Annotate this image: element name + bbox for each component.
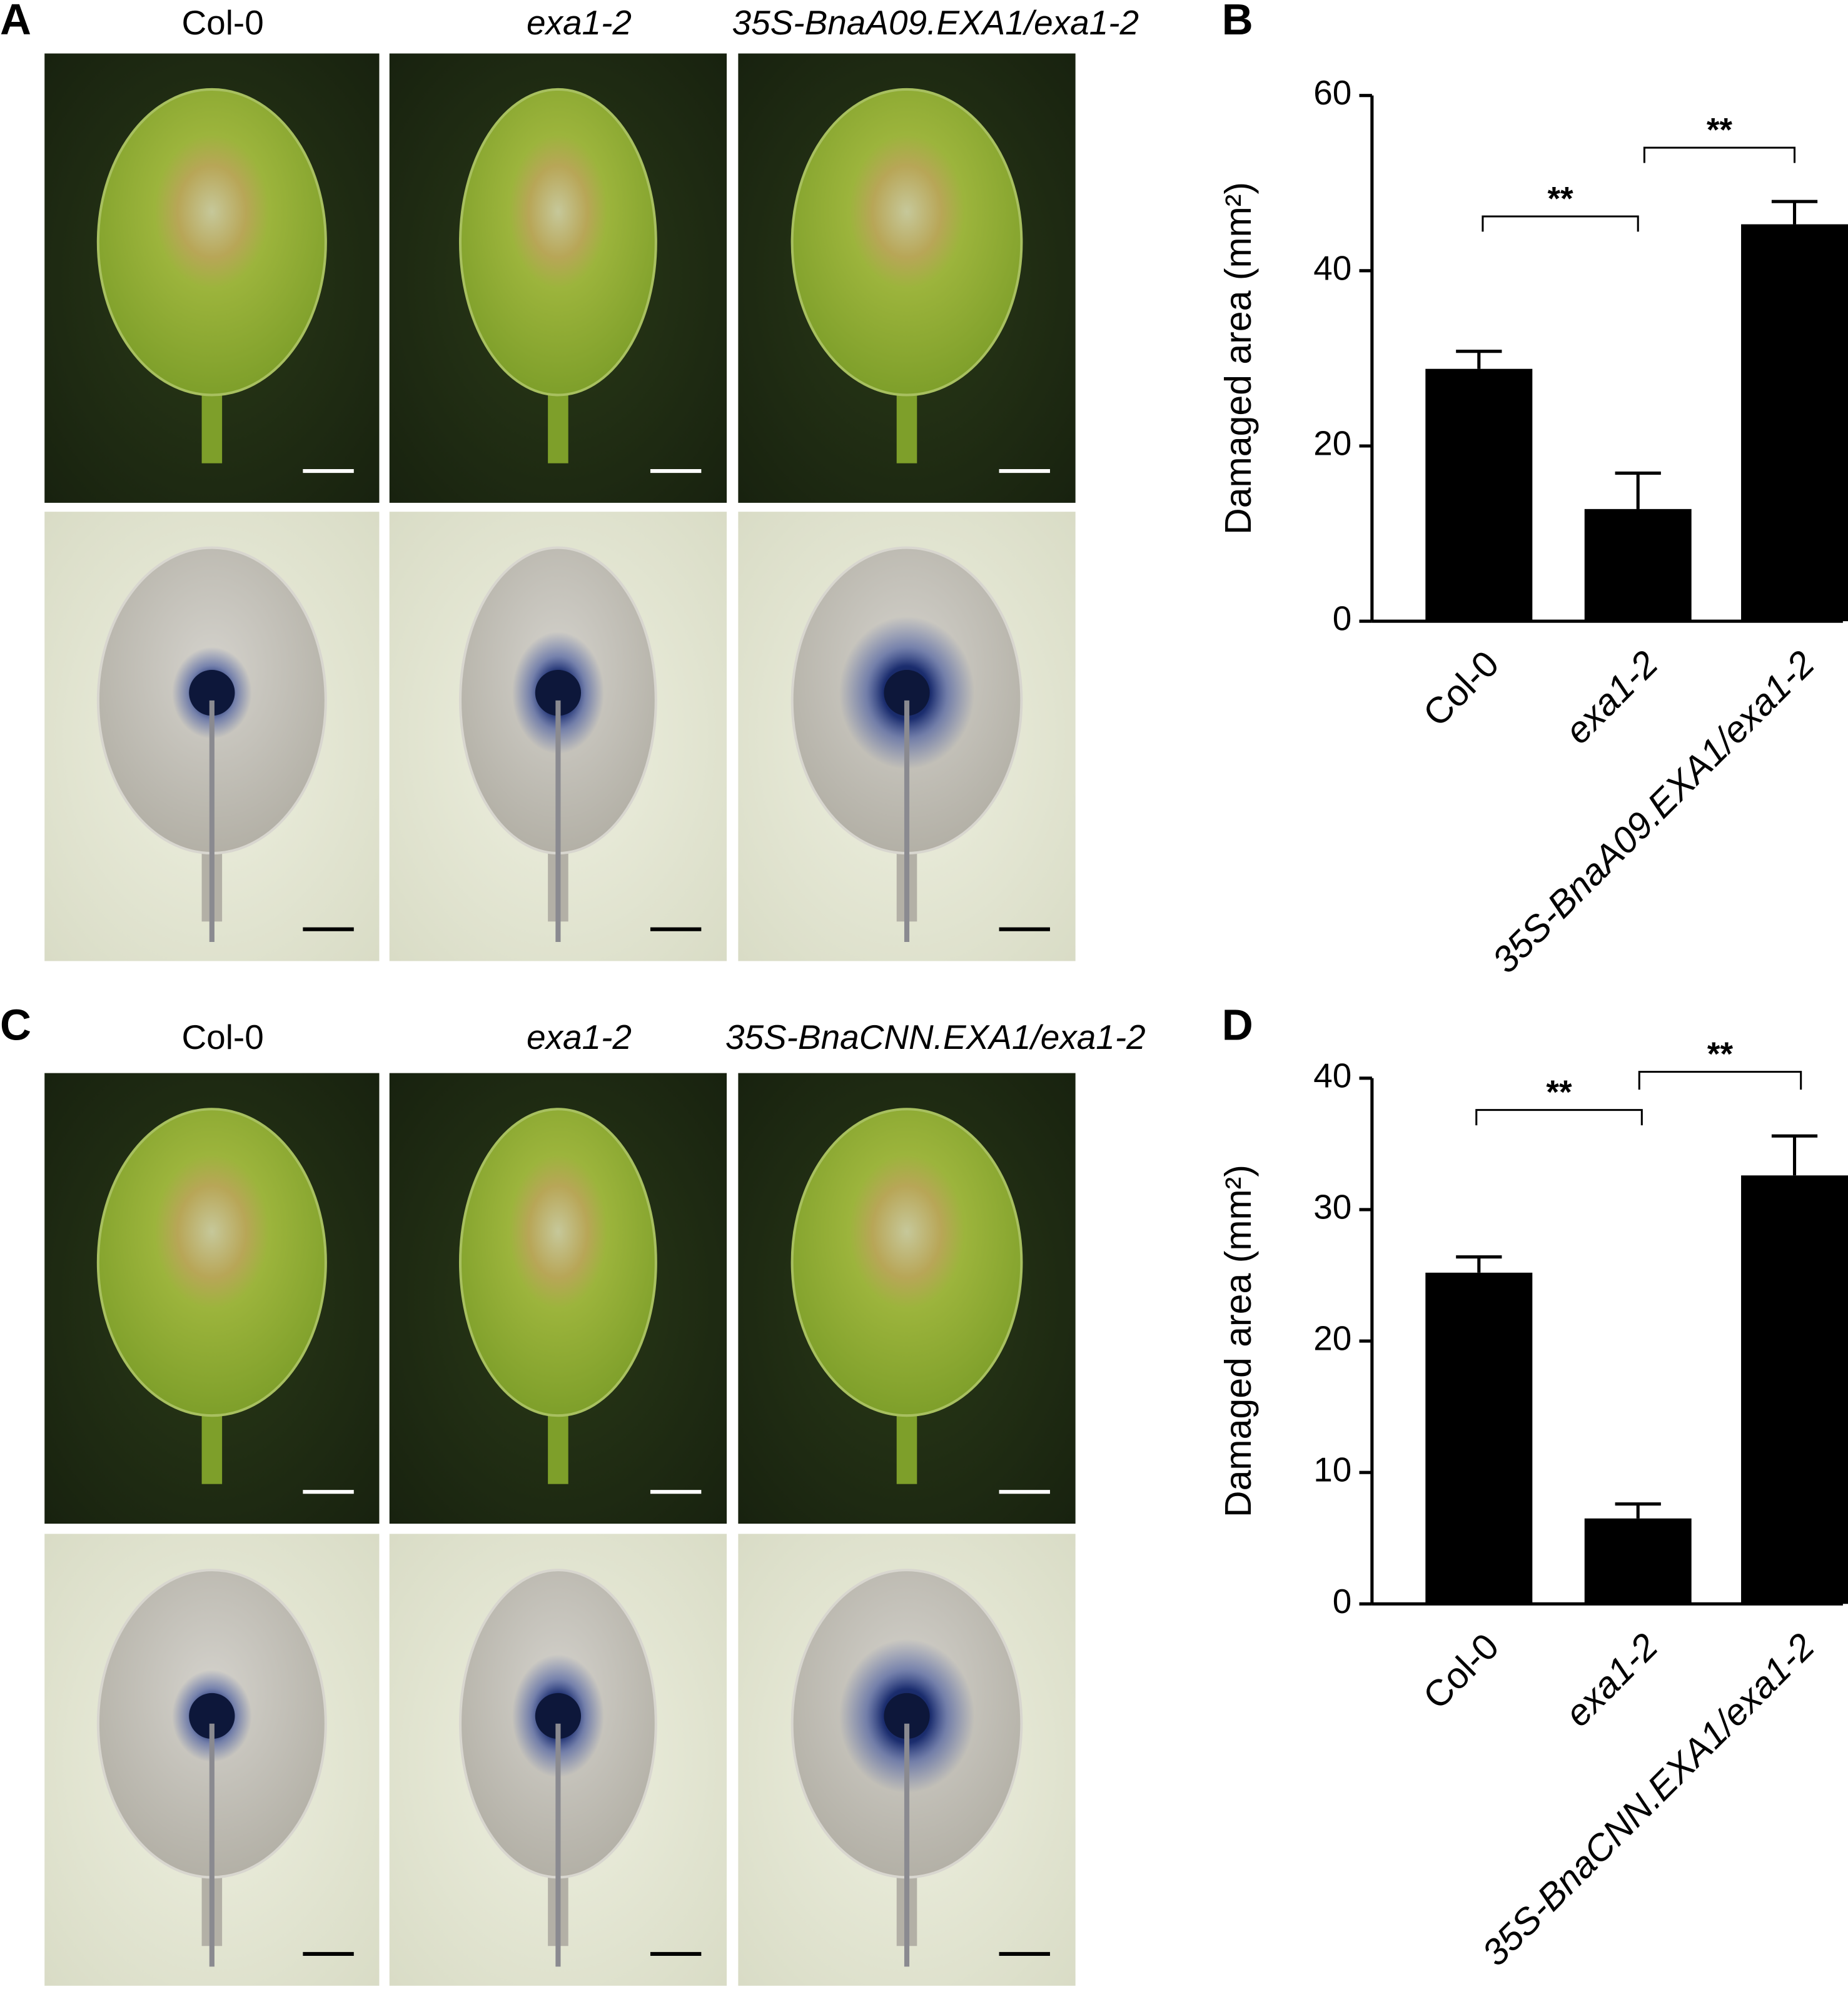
panel-letter: C (0, 1001, 31, 1050)
column-label: exa1-2 (527, 1018, 632, 1056)
bar (1584, 509, 1692, 622)
column-label: 35S-BnaA09.EXA1/exa1-2 (732, 3, 1139, 42)
y-tick-label: 20 (1313, 424, 1351, 463)
panel-letter: D (1222, 1001, 1253, 1050)
bar (1425, 1272, 1533, 1604)
significance-bracket (1643, 146, 1796, 163)
x-tick-label: 35S-BnaA09.EXA1/exa1-2 (1484, 643, 1822, 981)
y-axis-label: Damaged area (mm²) (1218, 1165, 1259, 1517)
stain-core (884, 1693, 930, 1739)
significance-label: ** (1546, 1074, 1572, 1111)
bar (1425, 368, 1533, 622)
column-label: Col-0 (181, 3, 263, 42)
panel-letter: A (0, 0, 31, 44)
significance-label: ** (1707, 1036, 1734, 1073)
y-tick-label: 40 (1313, 248, 1351, 287)
stain-core (535, 670, 582, 716)
y-axis-label: Damaged area (mm²) (1218, 182, 1259, 535)
bar (1741, 224, 1848, 622)
y-tick-label: 0 (1333, 599, 1352, 638)
x-tick-label: Col-0 (1415, 1626, 1507, 1717)
y-tick-label: 60 (1313, 73, 1351, 112)
stain-core (189, 1693, 235, 1739)
leaf (790, 1108, 1023, 1417)
leaf (458, 1108, 657, 1417)
x-tick-label: Col-0 (1415, 643, 1507, 734)
y-tick-label: 30 (1313, 1187, 1351, 1226)
significance-label: ** (1707, 112, 1733, 149)
significance-label: ** (1547, 181, 1573, 218)
column-label: exa1-2 (527, 3, 632, 42)
x-tick-label: 35S-BnaCNN.EXA1/exa1-2 (1474, 1626, 1822, 1974)
significance-bracket (1482, 215, 1639, 232)
stain-core (189, 670, 235, 716)
y-tick-label: 40 (1313, 1056, 1351, 1095)
bar (1584, 1518, 1692, 1604)
significance-bracket (1475, 1109, 1643, 1126)
column-label: Col-0 (181, 1018, 263, 1056)
y-tick-label: 10 (1313, 1450, 1351, 1489)
leaf (458, 88, 657, 397)
leaf (96, 1108, 327, 1417)
x-tick-label: exa1-2 (1557, 643, 1666, 752)
significance-bracket (1638, 1071, 1802, 1090)
y-tick-label: 0 (1333, 1582, 1352, 1621)
panel-letter: B (1222, 0, 1253, 44)
stain-core (535, 1693, 582, 1739)
bar (1741, 1175, 1848, 1604)
leaf (96, 88, 327, 397)
column-label: 35S-BnaCNN.EXA1/exa1-2 (725, 1018, 1146, 1056)
x-tick-label: exa1-2 (1557, 1626, 1666, 1734)
leaf (790, 88, 1023, 397)
y-tick-label: 20 (1313, 1319, 1351, 1358)
stain-core (884, 670, 930, 716)
